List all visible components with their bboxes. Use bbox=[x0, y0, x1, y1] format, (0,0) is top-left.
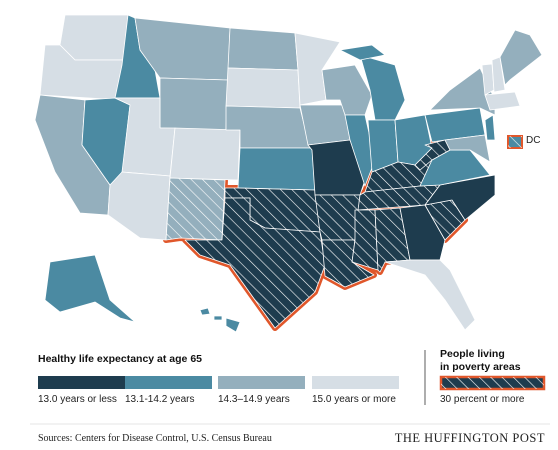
state bbox=[213, 315, 223, 321]
state bbox=[107, 171, 171, 241]
state bbox=[159, 77, 229, 131]
legend-label: 13.0 years or less bbox=[38, 394, 117, 405]
poverty-hatch bbox=[315, 195, 360, 240]
poverty-hatch bbox=[352, 210, 378, 270]
state bbox=[339, 44, 386, 61]
state bbox=[484, 91, 521, 111]
dc-label: DC bbox=[526, 135, 540, 146]
state bbox=[491, 56, 506, 93]
poverty-hatch bbox=[415, 140, 450, 170]
state bbox=[299, 104, 351, 146]
legend-swatch bbox=[218, 376, 305, 389]
state bbox=[59, 14, 131, 61]
state bbox=[344, 114, 376, 187]
state bbox=[225, 67, 301, 109]
state bbox=[227, 27, 299, 71]
poverty-hatch bbox=[166, 178, 225, 240]
poverty-hatch bbox=[425, 200, 465, 240]
state bbox=[169, 127, 241, 181]
poverty-legend-title: in poverty areas bbox=[440, 361, 521, 373]
state bbox=[399, 204, 446, 261]
poverty-legend-label: 30 percent or more bbox=[440, 394, 525, 405]
poverty-hatch bbox=[365, 160, 432, 192]
state bbox=[499, 29, 543, 86]
legend-swatch bbox=[38, 376, 125, 389]
legend-label: 13.1-14.2 years bbox=[125, 394, 195, 405]
state bbox=[237, 147, 316, 191]
brand: THE HUFFINGTON POST bbox=[395, 431, 545, 445]
legend-swatch bbox=[312, 376, 399, 389]
poverty-swatch-hatch bbox=[441, 377, 544, 389]
legend-title: Healthy life expectancy at age 65 bbox=[38, 353, 202, 365]
legend-label: 14.3–14.9 years bbox=[218, 394, 290, 405]
poverty-hatch bbox=[225, 188, 320, 232]
state bbox=[225, 317, 241, 333]
poverty-hatch bbox=[358, 185, 440, 210]
poverty-hatch bbox=[322, 240, 374, 287]
legend-label: 15.0 years or more bbox=[312, 394, 396, 405]
state bbox=[484, 114, 496, 141]
source: Sources: Centers for Disease Control, U.… bbox=[38, 433, 272, 444]
state bbox=[384, 259, 476, 331]
poverty-hatch bbox=[185, 198, 325, 328]
state bbox=[199, 307, 211, 316]
legend-swatch bbox=[125, 376, 212, 389]
state bbox=[44, 254, 136, 323]
dc-hatch bbox=[508, 136, 522, 148]
poverty-legend-title: People living bbox=[440, 348, 505, 360]
poverty-hatch bbox=[375, 208, 410, 272]
